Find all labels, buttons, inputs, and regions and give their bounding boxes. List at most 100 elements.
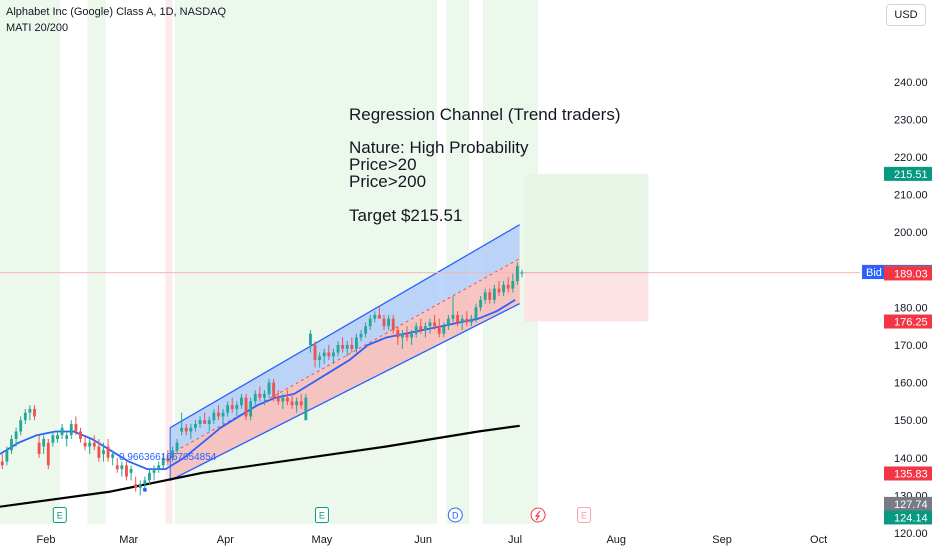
candle (488, 288, 492, 304)
candle-body (465, 318, 469, 323)
candle-body (148, 472, 151, 481)
y-tick-label: 230.00 (894, 114, 928, 126)
candle (446, 314, 450, 330)
candle (290, 393, 294, 409)
candle (207, 416, 211, 432)
candle-body (460, 318, 464, 323)
channel-lower-line (169, 303, 520, 481)
candle-body (451, 314, 455, 319)
price-above-20-text: Price>20 (349, 155, 417, 174)
candle (14, 427, 18, 447)
candle-body (28, 408, 32, 413)
candle-body (14, 431, 18, 439)
channel-mid-line (169, 258, 520, 455)
candle (226, 401, 230, 417)
candle (354, 333, 358, 353)
indicator-label[interactable]: MATI 20/200 (6, 22, 69, 34)
candle-body (79, 431, 82, 439)
candle (37, 435, 41, 458)
candle-body (157, 465, 161, 470)
time-axis[interactable]: Feb Mar Apr May Jun Jul Aug Sep Oct (0, 526, 862, 550)
dividend-marker (447, 507, 463, 523)
currency-button[interactable]: USD (886, 4, 926, 26)
x-tick-label: Jun (414, 534, 432, 546)
candle-body (106, 446, 110, 458)
signal-band-1 (87, 0, 106, 524)
candle (74, 416, 78, 436)
candle-body (134, 484, 138, 488)
candle-body (129, 469, 133, 473)
dividend-marker-label: D (452, 511, 459, 521)
price-tag-value: 127.74 (894, 499, 928, 511)
candle-body (198, 420, 202, 424)
x-tick-label: Apr (217, 534, 234, 546)
y-tick-label: 120.00 (894, 528, 928, 540)
candle-body (175, 442, 179, 451)
candle (474, 303, 478, 323)
earnings-marker (314, 507, 329, 523)
candle (106, 439, 110, 462)
candle (88, 439, 92, 455)
candle (456, 311, 460, 327)
candle (419, 318, 423, 334)
candle (161, 454, 165, 470)
candle-body (88, 442, 92, 447)
candle (249, 397, 253, 421)
channel-upper-line (169, 224, 521, 429)
price-above-200-text: Price>200 (349, 172, 426, 191)
candle-body (230, 405, 234, 409)
candle-body (115, 465, 119, 470)
candle-body (221, 412, 225, 417)
candle (138, 480, 142, 496)
candle-body (189, 427, 193, 432)
x-tick-label: Feb (37, 534, 56, 546)
earnings-marker (577, 507, 592, 523)
candle (125, 461, 128, 481)
candle (120, 461, 124, 477)
candle (152, 465, 156, 481)
candle-body (5, 450, 9, 462)
candle-body (56, 435, 59, 439)
candle (336, 341, 340, 357)
long-position-box[interactable] (524, 173, 649, 322)
candle (111, 450, 115, 466)
candle (451, 296, 455, 323)
regression-channel[interactable] (169, 224, 521, 481)
candle (428, 318, 432, 334)
price-tag-name: Bid (866, 267, 882, 279)
candle-body (143, 480, 147, 485)
candle-body (506, 284, 510, 289)
candle (276, 390, 280, 406)
candle-body (304, 397, 308, 421)
candle (10, 435, 13, 455)
candle-body (203, 420, 207, 424)
candle-body (83, 442, 87, 447)
candle-body (479, 299, 483, 308)
candle (0, 454, 4, 470)
price-tag-bg (884, 496, 932, 511)
candle-body (377, 314, 381, 319)
candle-body (97, 446, 101, 458)
candle (175, 439, 179, 455)
candle-body (428, 322, 432, 327)
candle-body (368, 318, 372, 327)
candle (194, 420, 197, 432)
price-tag-name-bg (862, 265, 889, 280)
candle-body (263, 393, 266, 398)
target-zone (524, 173, 649, 273)
candle-body (442, 326, 446, 334)
candle-body (396, 329, 400, 338)
stop-zone (524, 272, 649, 322)
candle (166, 450, 170, 466)
candle (157, 461, 161, 473)
candle-body (446, 318, 450, 327)
candle (5, 446, 9, 466)
candle (69, 420, 73, 439)
candle-body (69, 423, 73, 436)
candle-body (350, 345, 354, 349)
x-tick-label: Jul (508, 534, 522, 546)
candle-body (437, 326, 441, 334)
moving-averages (0, 299, 520, 508)
y-tick-label: 160.00 (894, 378, 928, 390)
